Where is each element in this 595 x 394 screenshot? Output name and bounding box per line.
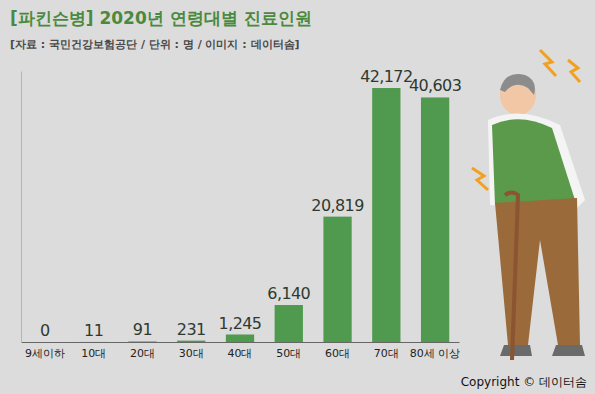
data-label: 20,819 — [311, 196, 364, 215]
bar — [226, 335, 254, 342]
bar — [421, 97, 449, 342]
x-tick: 60대 — [325, 347, 350, 360]
bar — [128, 341, 156, 342]
chart-container: [파킨슨병] 2020년 연령대별 진료인원 [자료 : 국민건강보험공단 / 단… — [0, 0, 595, 394]
illustration-shake — [472, 50, 580, 190]
data-label: 6,140 — [267, 284, 310, 303]
x-tick-label: 10대 — [81, 347, 106, 360]
subtitle: [자료 : 국민건강보험공단 / 단위 : 명 / 이미지 : 데이터솜] — [10, 38, 300, 51]
data-label: 0 — [40, 321, 50, 340]
chart-svg: [파킨슨병] 2020년 연령대별 진료인원 [자료 : 국민건강보험공단 / 단… — [0, 0, 595, 394]
data-label: 11 — [84, 321, 103, 340]
x-tick-label: 40대 — [228, 347, 253, 360]
copyright: Copyright © 데이터솜 — [461, 375, 587, 389]
illustration-pants — [495, 198, 580, 345]
illustration-shirt — [488, 114, 585, 210]
data-label: 1,245 — [219, 314, 262, 333]
x-tick-label: 80세 이상 — [410, 347, 461, 360]
title: [파킨슨병] 2020년 연령대별 진료인원 — [10, 8, 312, 28]
x-axis: 9세이하 10대 20대 30대 40대 50대 60대 70대 80세 이상 — [22, 343, 461, 360]
x-tick-label: 9세이하 — [25, 347, 65, 360]
illustration-head — [500, 75, 536, 115]
x-tick: 80세 이상 — [410, 347, 461, 360]
x-tick: 40대 — [228, 347, 253, 360]
data-label: 42,172 — [360, 67, 412, 86]
x-tick: 70대 — [374, 347, 399, 360]
bar — [80, 342, 108, 343]
y-axis — [21, 72, 22, 343]
x-tick-label: 70대 — [374, 347, 399, 360]
x-tick-label: 50대 — [276, 347, 301, 360]
data-label: 231 — [177, 320, 206, 339]
x-tick: 30대 — [179, 347, 204, 360]
illustration-vest — [492, 119, 575, 205]
bar — [275, 305, 303, 342]
data-label: 40,603 — [409, 76, 461, 95]
x-tick: 20대 — [130, 347, 155, 360]
data-labels: 0 11 91 231 1,245 6,140 20,819 42,17240,603 — [40, 67, 461, 340]
x-tick-label: 30대 — [179, 347, 204, 360]
illustration — [472, 50, 585, 360]
y-axis-line — [21, 72, 22, 343]
bar — [323, 217, 351, 342]
bars — [31, 88, 449, 342]
bar — [372, 88, 400, 342]
x-tick: 10대 — [81, 347, 106, 360]
x-tick-label: 20대 — [130, 347, 155, 360]
x-tick: 9세이하 — [25, 347, 65, 360]
illustration-cane — [505, 193, 518, 361]
data-label: 91 — [133, 320, 152, 339]
bar — [177, 341, 205, 342]
illustration-hair — [500, 74, 535, 95]
background — [0, 0, 595, 394]
x-tick-label: 60대 — [325, 347, 350, 360]
x-tick: 50대 — [276, 347, 301, 360]
x-axis-line — [22, 342, 460, 343]
